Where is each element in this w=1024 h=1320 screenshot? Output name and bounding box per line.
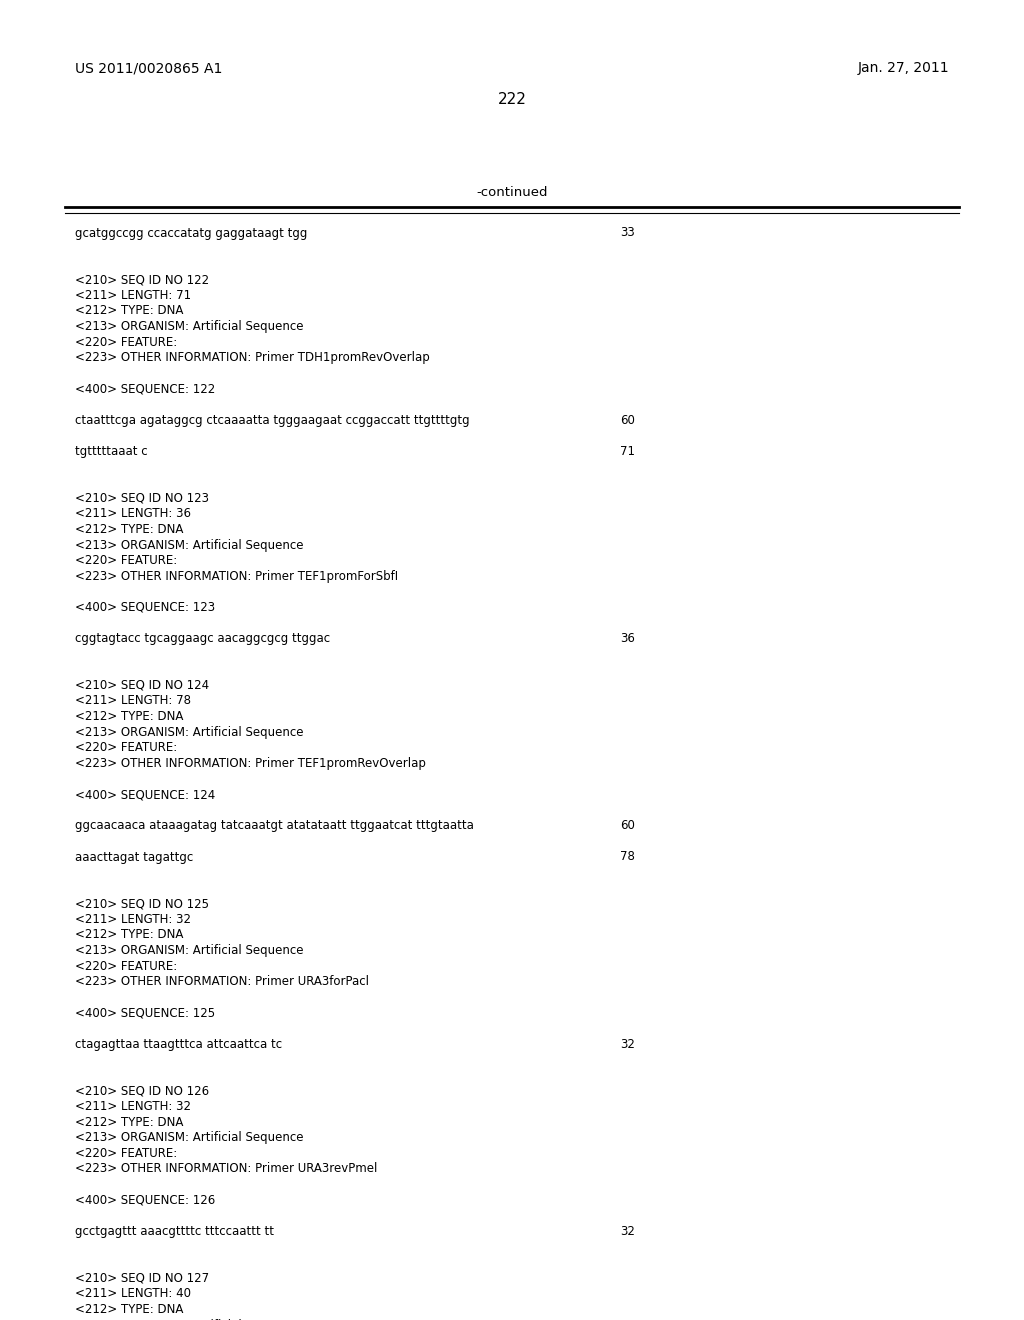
Text: <223> OTHER INFORMATION: Primer URA3revPmel: <223> OTHER INFORMATION: Primer URA3revP… [75,1163,378,1176]
Text: <211> LENGTH: 36: <211> LENGTH: 36 [75,507,191,520]
Text: <212> TYPE: DNA: <212> TYPE: DNA [75,305,183,318]
Text: aaacttagat tagattgc: aaacttagat tagattgc [75,850,194,863]
Text: <220> FEATURE:: <220> FEATURE: [75,960,177,973]
Text: <223> OTHER INFORMATION: Primer TEF1promForSbfI: <223> OTHER INFORMATION: Primer TEF1prom… [75,570,398,582]
Text: <211> LENGTH: 40: <211> LENGTH: 40 [75,1287,191,1300]
Text: Jan. 27, 2011: Jan. 27, 2011 [857,61,949,75]
Text: <213> ORGANISM: Artificial Sequence: <213> ORGANISM: Artificial Sequence [75,1319,303,1320]
Text: <210> SEQ ID NO 123: <210> SEQ ID NO 123 [75,492,209,504]
Text: cggtagtacc tgcaggaagc aacaggcgcg ttggac: cggtagtacc tgcaggaagc aacaggcgcg ttggac [75,632,330,645]
Text: <223> OTHER INFORMATION: Primer TEF1promRevOverlap: <223> OTHER INFORMATION: Primer TEF1prom… [75,756,426,770]
Text: <211> LENGTH: 71: <211> LENGTH: 71 [75,289,191,302]
Text: US 2011/0020865 A1: US 2011/0020865 A1 [75,61,222,75]
Text: <213> ORGANISM: Artificial Sequence: <213> ORGANISM: Artificial Sequence [75,1131,303,1144]
Text: <212> TYPE: DNA: <212> TYPE: DNA [75,928,183,941]
Text: <400> SEQUENCE: 123: <400> SEQUENCE: 123 [75,601,215,614]
Text: <223> OTHER INFORMATION: Primer URA3forPacl: <223> OTHER INFORMATION: Primer URA3forP… [75,975,369,989]
Text: <223> OTHER INFORMATION: Primer TDH1promRevOverlap: <223> OTHER INFORMATION: Primer TDH1prom… [75,351,430,364]
Text: <400> SEQUENCE: 126: <400> SEQUENCE: 126 [75,1193,215,1206]
Text: 78: 78 [620,850,635,863]
Text: <212> TYPE: DNA: <212> TYPE: DNA [75,1303,183,1316]
Text: <220> FEATURE:: <220> FEATURE: [75,554,177,568]
Text: <213> ORGANISM: Artificial Sequence: <213> ORGANISM: Artificial Sequence [75,539,303,552]
Text: 32: 32 [620,1225,635,1238]
Text: <211> LENGTH: 78: <211> LENGTH: 78 [75,694,191,708]
Text: 222: 222 [498,92,526,107]
Text: <210> SEQ ID NO 126: <210> SEQ ID NO 126 [75,1085,209,1097]
Text: <220> FEATURE:: <220> FEATURE: [75,742,177,754]
Text: <210> SEQ ID NO 122: <210> SEQ ID NO 122 [75,273,209,286]
Text: 60: 60 [620,820,635,833]
Text: <213> ORGANISM: Artificial Sequence: <213> ORGANISM: Artificial Sequence [75,944,303,957]
Text: <212> TYPE: DNA: <212> TYPE: DNA [75,710,183,723]
Text: <212> TYPE: DNA: <212> TYPE: DNA [75,523,183,536]
Text: <400> SEQUENCE: 124: <400> SEQUENCE: 124 [75,788,215,801]
Text: 71: 71 [620,445,635,458]
Text: 60: 60 [620,413,635,426]
Text: 33: 33 [620,227,635,239]
Text: gcatggccgg ccaccatatg gaggataagt tgg: gcatggccgg ccaccatatg gaggataagt tgg [75,227,307,239]
Text: -continued: -continued [476,186,548,198]
Text: 36: 36 [620,632,635,645]
Text: <400> SEQUENCE: 122: <400> SEQUENCE: 122 [75,383,215,396]
Text: <220> FEATURE:: <220> FEATURE: [75,335,177,348]
Text: 32: 32 [620,1038,635,1051]
Text: ctaatttcga agataggcg ctcaaaatta tgggaagaat ccggaccatt ttgttttgtg: ctaatttcga agataggcg ctcaaaatta tgggaaga… [75,413,470,426]
Text: <212> TYPE: DNA: <212> TYPE: DNA [75,1115,183,1129]
Text: <210> SEQ ID NO 127: <210> SEQ ID NO 127 [75,1271,209,1284]
Text: <210> SEQ ID NO 125: <210> SEQ ID NO 125 [75,898,209,911]
Text: gcctgagttt aaacgttttc tttccaattt tt: gcctgagttt aaacgttttc tttccaattt tt [75,1225,274,1238]
Text: <210> SEQ ID NO 124: <210> SEQ ID NO 124 [75,678,209,692]
Text: <211> LENGTH: 32: <211> LENGTH: 32 [75,1100,191,1113]
Text: <213> ORGANISM: Artificial Sequence: <213> ORGANISM: Artificial Sequence [75,726,303,739]
Text: tgtttttaaat c: tgtttttaaat c [75,445,147,458]
Text: <220> FEATURE:: <220> FEATURE: [75,1147,177,1160]
Text: ggcaacaaca ataaagatag tatcaaatgt atatataatt ttggaatcat tttgtaatta: ggcaacaaca ataaagatag tatcaaatgt atatata… [75,820,474,833]
Text: ctagagttaa ttaagtttca attcaattca tc: ctagagttaa ttaagtttca attcaattca tc [75,1038,283,1051]
Text: <211> LENGTH: 32: <211> LENGTH: 32 [75,913,191,925]
Text: <213> ORGANISM: Artificial Sequence: <213> ORGANISM: Artificial Sequence [75,321,303,333]
Text: <400> SEQUENCE: 125: <400> SEQUENCE: 125 [75,1007,215,1019]
